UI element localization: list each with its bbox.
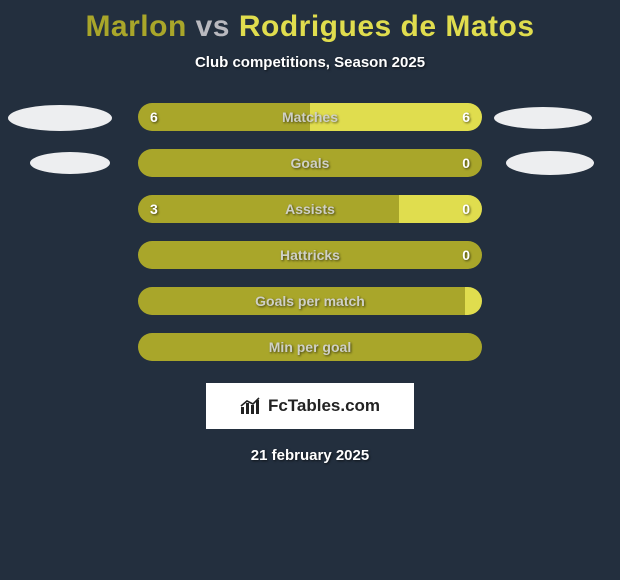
bar-track xyxy=(138,241,482,269)
chart-icon xyxy=(240,397,262,415)
bar-track xyxy=(138,103,482,131)
watermark-text: FcTables.com xyxy=(268,396,380,416)
watermark: FcTables.com xyxy=(206,383,414,429)
avatar xyxy=(506,151,594,175)
subtitle: Club competitions, Season 2025 xyxy=(0,54,620,71)
stat-row: 66Matches xyxy=(0,103,620,131)
bar-track xyxy=(138,333,482,361)
bar-track xyxy=(138,287,482,315)
bars-container: 66Matches0Goals30Assists0HattricksGoals … xyxy=(0,103,620,361)
stat-value-player1 xyxy=(138,241,162,269)
bar-seg-player1 xyxy=(138,149,482,177)
date-text: 21 february 2025 xyxy=(0,447,620,464)
stat-row: Goals per match xyxy=(0,287,620,315)
stat-value-player1 xyxy=(138,287,162,315)
stat-value-player1: 3 xyxy=(138,195,170,223)
stat-row: 0Goals xyxy=(0,149,620,177)
bar-track xyxy=(138,149,482,177)
stat-value-player1: 6 xyxy=(138,103,170,131)
stat-value-player2: 0 xyxy=(450,195,482,223)
stat-value-player2 xyxy=(458,287,482,315)
stat-value-player2: 0 xyxy=(450,241,482,269)
stat-row: 0Hattricks xyxy=(0,241,620,269)
bar-seg-player1 xyxy=(138,195,399,223)
bar-seg-player1 xyxy=(138,287,465,315)
avatar xyxy=(494,107,592,129)
stat-value-player2: 6 xyxy=(450,103,482,131)
title-vs: vs xyxy=(196,10,230,43)
stat-value-player1 xyxy=(138,149,162,177)
stat-value-player2 xyxy=(458,333,482,361)
stat-row: 30Assists xyxy=(0,195,620,223)
bar-track xyxy=(138,195,482,223)
bar-seg-player1 xyxy=(138,241,482,269)
bar-seg-player1 xyxy=(138,333,482,361)
title-player1: Marlon xyxy=(85,10,186,43)
title-player2: Rodrigues de Matos xyxy=(239,10,535,43)
stat-value-player2: 0 xyxy=(450,149,482,177)
stat-value-player1 xyxy=(138,333,162,361)
page-root: Marlon vs Rodrigues de Matos Club compet… xyxy=(0,0,620,580)
avatar xyxy=(8,105,112,131)
stat-row: Min per goal xyxy=(0,333,620,361)
avatar xyxy=(30,152,110,174)
page-title: Marlon vs Rodrigues de Matos xyxy=(0,10,620,44)
